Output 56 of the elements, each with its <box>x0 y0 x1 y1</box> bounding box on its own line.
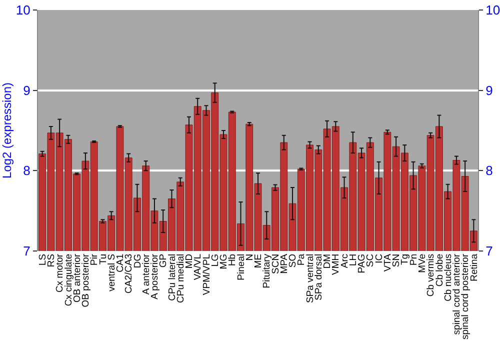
x-tick-label: LG <box>210 254 221 267</box>
x-tick-label: SCN <box>270 254 282 274</box>
x-tick-label: VPM/VPL <box>201 254 212 296</box>
x-tick-label: SC <box>365 254 376 268</box>
x-tick-label: VA/VL <box>192 254 204 280</box>
x-tick-label: Pineal <box>236 254 247 280</box>
x-tick-label: A posterior <box>150 254 161 300</box>
y2-tick-label: 8 <box>486 163 493 178</box>
x-tick-label: Pituitary <box>262 254 273 288</box>
x-tick-label: N <box>244 254 256 261</box>
x-tick-label: Cx motor <box>54 254 66 292</box>
y-axis-title: Log2 (expression) <box>0 82 14 179</box>
x-tick-label: spinal cord anterior <box>452 254 463 335</box>
x-tick-label: SO <box>288 254 299 268</box>
x-tick-label: MVe <box>417 254 428 273</box>
x-tick-label: Pn <box>408 254 420 266</box>
y2-tick-label: 9 <box>486 82 493 98</box>
x-tick-label: Retina <box>468 253 480 282</box>
x-tick-label: VMH <box>330 254 342 276</box>
x-tick-label: IC <box>374 254 385 264</box>
x-tick-label: DM <box>322 254 334 269</box>
x-tick-label: MPA <box>278 253 290 274</box>
x-tick-label: VTA <box>382 253 394 272</box>
x-tick-label: spinal cord posterior <box>460 254 472 340</box>
x-tick-label: CPu medial <box>175 254 186 304</box>
x-tick-label: Cb vermis <box>426 254 437 297</box>
y-tick-label: 8 <box>23 163 30 178</box>
x-tick-label: DG <box>132 254 144 268</box>
x-tick-label: LS <box>37 254 48 266</box>
x-tick-label: GP <box>158 254 170 268</box>
y2-tick-label: 7 <box>486 244 493 259</box>
x-tick-label: CA2/CA3 <box>124 254 135 294</box>
y-tick-label: 7 <box>23 244 30 259</box>
x-tick-label: Tu <box>98 254 109 265</box>
x-tick-label: Cb lobe <box>434 254 446 287</box>
x-tick-label: SPa dorsal <box>313 254 324 300</box>
y2-tick-label: 10 <box>486 2 500 18</box>
x-tick-label: RS <box>46 254 58 268</box>
x-tick-label: LH <box>348 254 359 266</box>
x-tick-label: Hb <box>227 254 238 266</box>
x-tick-label: Tg <box>400 254 411 265</box>
x-tick-label: Cb nucleus <box>442 254 454 302</box>
x-tick-label: CPu lateral <box>166 254 178 301</box>
x-tick-label: SN <box>391 254 402 268</box>
x-tick-label: OB posterior <box>80 254 92 308</box>
x-tick-label: ventral S <box>106 254 118 292</box>
x-tick-label: OB anterior <box>72 254 83 302</box>
x-tick-label: Cx cingulate <box>63 254 74 306</box>
y-tick-label: 10 <box>16 2 30 18</box>
x-tick-label: Arc <box>339 254 350 268</box>
x-tick-label: A anterior <box>140 254 152 295</box>
x-tick-label: SPa ventral <box>304 254 316 304</box>
x-tick-label: Pa <box>296 253 308 266</box>
x-tick-label: ME <box>253 254 264 268</box>
x-tick-label: Pir <box>89 254 100 266</box>
y-tick-label: 9 <box>23 82 30 98</box>
